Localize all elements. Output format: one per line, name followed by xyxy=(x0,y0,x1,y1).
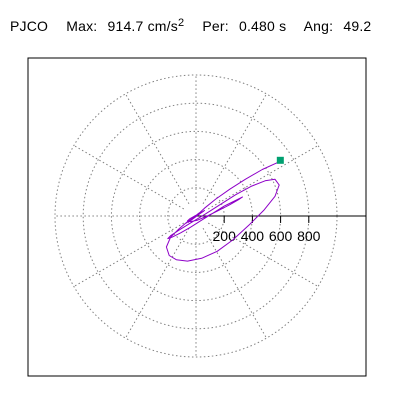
polar-grid xyxy=(54,74,338,358)
grid-spoke-330 xyxy=(207,222,319,287)
period-label: Per: xyxy=(202,18,229,34)
max-label: Max: xyxy=(66,18,98,34)
angle-label: Ang: xyxy=(303,18,334,34)
period-value: 0.480 xyxy=(238,18,276,34)
station-code: PJCO xyxy=(10,18,49,34)
grid-spoke-210 xyxy=(73,222,185,287)
radial-tick-label-800: 800 xyxy=(297,228,321,244)
record-header: PJCO Max: 914.7 cm/s2 Per: 0.480 s Ang: … xyxy=(10,17,372,35)
radial-tick-label-400: 400 xyxy=(241,228,265,244)
max-unit: cm/s xyxy=(147,18,178,34)
period-unit: s xyxy=(279,18,287,34)
grid-spoke-60 xyxy=(202,93,267,205)
grid-spoke-240 xyxy=(125,227,190,339)
angle-value: 49.2 xyxy=(343,18,372,34)
grid-spoke-30 xyxy=(207,145,319,210)
peak-marker xyxy=(276,156,284,164)
max-value: 914.7 xyxy=(107,18,144,34)
plot-frame xyxy=(27,57,367,377)
grid-spoke-150 xyxy=(73,145,185,210)
radial-tick-label-200: 200 xyxy=(213,228,237,244)
max-unit-exponent: 2 xyxy=(177,17,185,29)
radial-tick-label-600: 600 xyxy=(269,228,293,244)
grid-spoke-120 xyxy=(125,93,190,205)
radial-axis: 200 400 600 800 xyxy=(196,215,366,244)
trace-series-0 xyxy=(165,159,281,262)
trace-layer xyxy=(165,156,284,262)
grid-spoke-300 xyxy=(202,227,267,339)
